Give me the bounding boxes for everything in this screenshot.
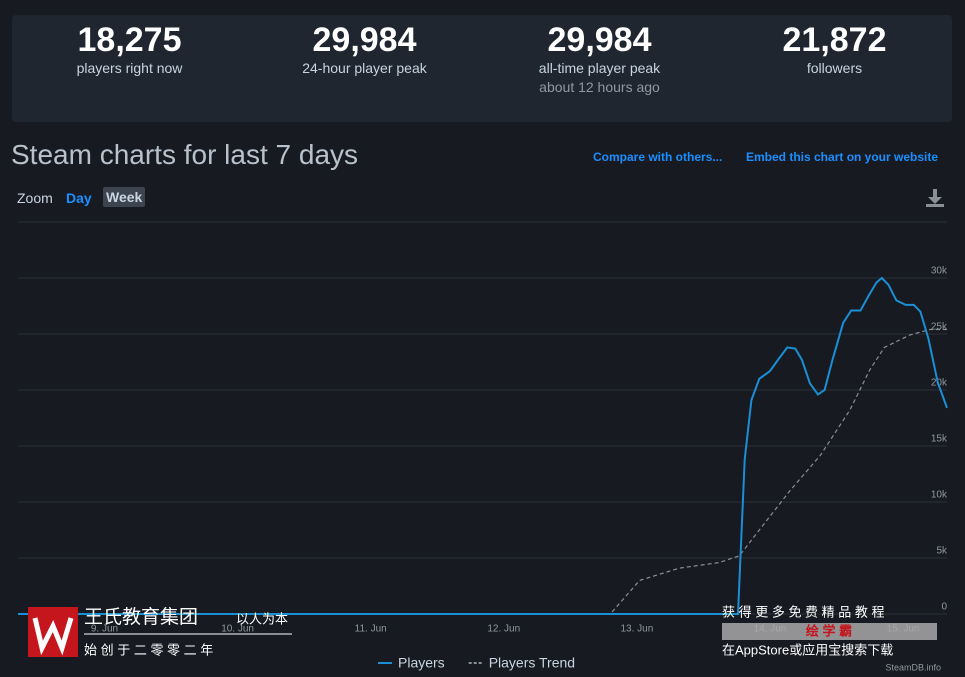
watermark-app: 绘 学 霸 — [806, 623, 852, 638]
stat-label: all-time player peak — [538, 60, 661, 76]
series-line — [18, 328, 947, 615]
stat-label: followers — [806, 60, 863, 76]
watermark-motto: 以人为本 — [236, 611, 288, 626]
watermark-since: 始 创 于 二 零 零 二 年 — [84, 642, 213, 657]
stat-label: 24-hour player peak — [302, 60, 427, 76]
y-tick-label: 15k — [931, 434, 948, 445]
zoom-label: Zoom — [17, 190, 53, 206]
watermark-search: 在AppStore或应用宝搜索下载 — [722, 642, 893, 657]
y-tick-label: 5k — [936, 546, 948, 557]
x-tick-label: 10. Jun — [221, 624, 254, 635]
stat-value: 29,984 — [547, 21, 652, 59]
zoom-option[interactable]: Day — [66, 190, 92, 206]
watermark-brand: 王氏教育集团 — [84, 606, 198, 628]
stat-value: 21,872 — [782, 21, 887, 59]
stat-value: 18,275 — [77, 21, 182, 59]
stat: 29,984 all-time player peak about 12 hours… — [482, 20, 717, 95]
x-tick-label: 9. Jun — [91, 624, 118, 635]
y-tick-label: 10k — [931, 490, 948, 501]
link[interactable]: Compare with others... — [593, 150, 723, 164]
y-tick-label: 20k — [931, 378, 948, 389]
y-tick-label: 30k — [931, 266, 948, 277]
x-tick-label: 12. Jun — [487, 624, 520, 635]
y-tick-label: 25k — [931, 322, 948, 333]
stat-value: 29,984 — [312, 21, 417, 59]
zoom-option[interactable]: Week — [103, 187, 146, 207]
x-tick-label: 13. Jun — [620, 624, 653, 635]
watermark-band — [722, 623, 937, 640]
download-icon[interactable] — [926, 189, 944, 207]
y-tick-label: 0 — [941, 602, 947, 613]
stat: 18,275 players right now — [12, 20, 247, 76]
stat: 21,872 followers — [717, 20, 952, 76]
credit: SteamDB.info — [885, 662, 941, 672]
icon-part — [928, 197, 942, 204]
link[interactable]: Embed this chart on your website — [746, 150, 939, 164]
stat-note: about 12 hours ago — [539, 79, 660, 95]
heading: Steam charts for last 7 days — [11, 139, 359, 170]
stat: 29,984 24-hour player peak — [247, 20, 482, 76]
x-tick-label: 11. Jun — [355, 624, 387, 635]
icon-part — [933, 189, 937, 198]
watermark-logo-mark — [32, 617, 74, 656]
series-line — [18, 276, 948, 615]
watermark-promo: 获 得 更 多 免 费 精 品 教 程 — [722, 604, 885, 619]
legend-label: Players — [398, 655, 445, 671]
icon-part — [926, 204, 944, 207]
legend-label: Players Trend — [489, 655, 575, 671]
stat-label: players right now — [76, 60, 183, 76]
stats-panel — [12, 15, 952, 122]
